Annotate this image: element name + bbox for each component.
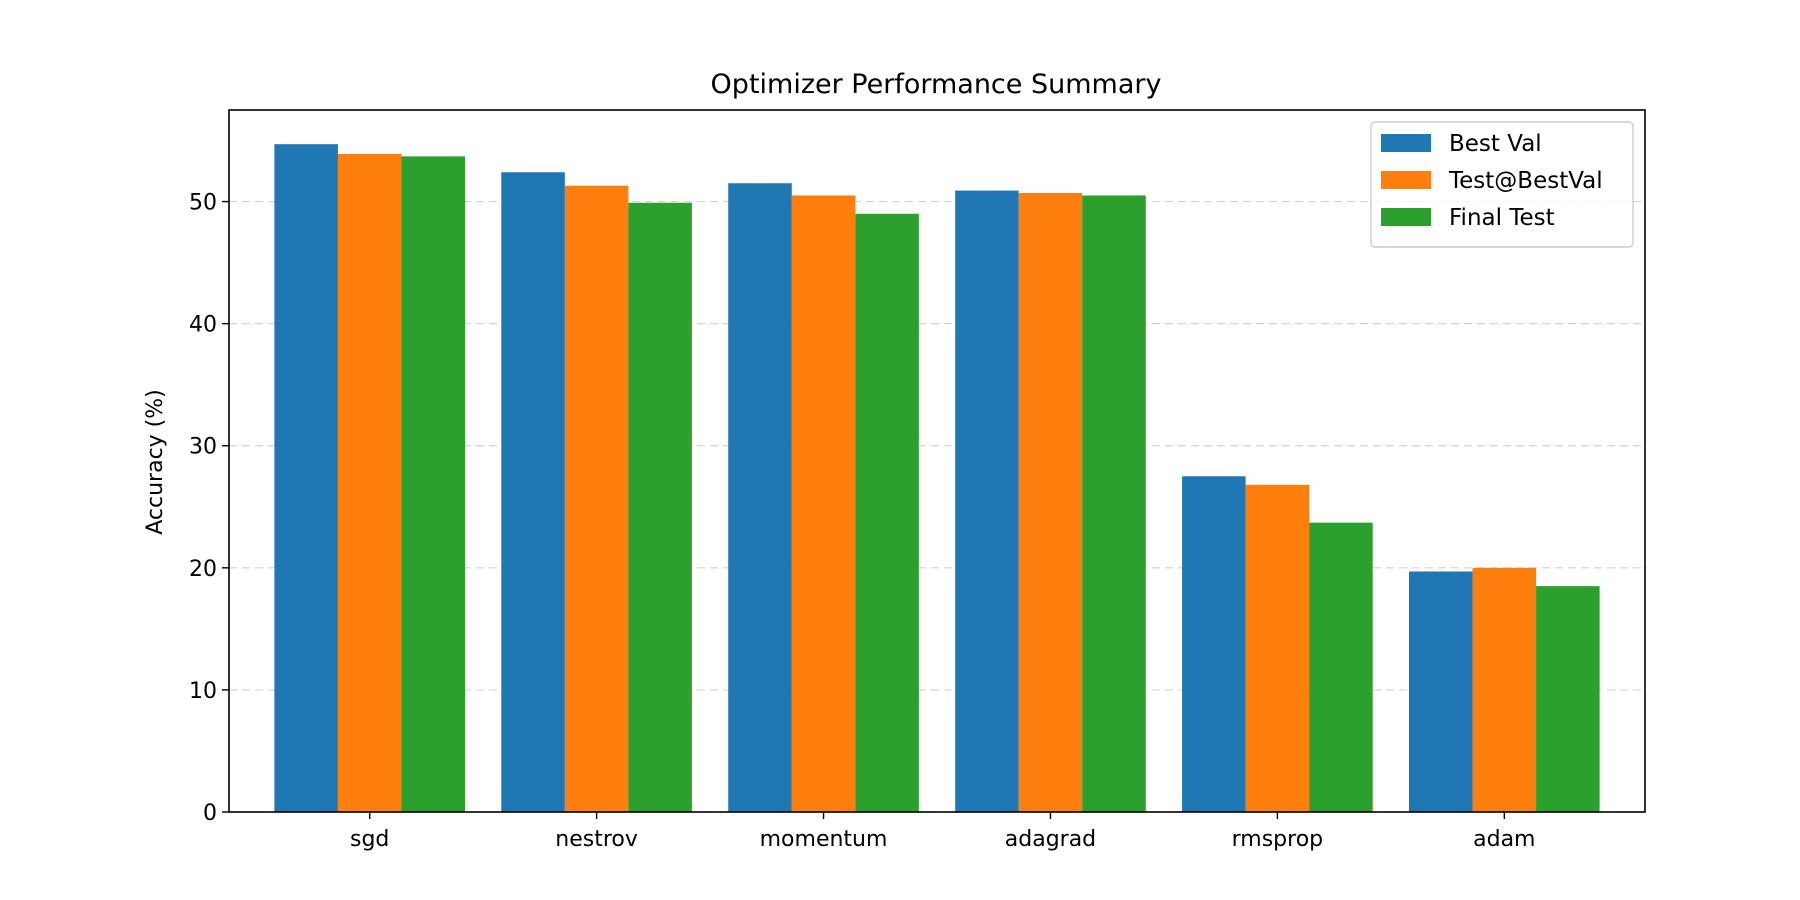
bar-momentum-final-test[interactable] — [855, 213, 919, 812]
bar-adagrad-final-test[interactable] — [1082, 195, 1146, 812]
chart-title: Optimizer Performance Summary — [711, 69, 1162, 100]
legend-box — [1370, 121, 1634, 248]
x-tick-label-rmsprop: rmsprop — [1232, 827, 1324, 852]
x-tick-label-momentum: momentum — [760, 827, 888, 852]
y-axis-label: Accuracy (%) — [143, 389, 168, 535]
x-tick-label-adam: adam — [1473, 827, 1535, 852]
bar-adam-final-test[interactable] — [1536, 586, 1600, 812]
bar-adagrad-test-bestval[interactable] — [1018, 193, 1083, 812]
plot-frame — [228, 109, 1646, 813]
legend-label-test-bestval: Test@BestVal — [1448, 168, 1603, 194]
bar-adagrad-best-val[interactable] — [955, 190, 1019, 812]
bar-adam-test-bestval[interactable] — [1472, 567, 1537, 812]
y-tick-label-20: 20 — [189, 557, 217, 582]
y-tick-label-10: 10 — [189, 679, 217, 704]
bar-nestrov-final-test[interactable] — [628, 202, 692, 813]
bar-sgd-final-test[interactable] — [401, 156, 465, 812]
legend: Best Val Test@BestVal Final Test — [1370, 121, 1634, 248]
bar-momentum-best-val[interactable] — [728, 183, 792, 812]
x-tick-label-sgd: sgd — [350, 827, 389, 852]
y-tick-label-50: 50 — [189, 191, 217, 216]
bar-nestrov-test-bestval[interactable] — [564, 185, 629, 812]
bar-nestrov-best-val[interactable] — [501, 172, 565, 812]
legend-label-final-test: Final Test — [1449, 205, 1555, 231]
legend-label-best-val: Best Val — [1449, 131, 1542, 157]
bar-sgd-best-val[interactable] — [274, 144, 338, 813]
y-tick-label-0: 0 — [203, 801, 217, 826]
bar-rmsprop-test-bestval[interactable] — [1245, 484, 1310, 812]
legend-swatch-final-test — [1381, 208, 1431, 226]
bar-adam-best-val[interactable] — [1409, 571, 1473, 812]
y-tick-label-40: 40 — [189, 313, 217, 338]
x-tick-label-nestrov: nestrov — [555, 827, 638, 852]
plot-area: 0 10 20 30 40 50 sgd nestrov momentum adagrad rmsp… — [189, 109, 1646, 852]
y-tick-label-30: 30 — [189, 435, 217, 460]
legend-swatch-best-val — [1381, 134, 1431, 152]
bar-momentum-test-bestval[interactable] — [791, 195, 856, 812]
bar-sgd-test-bestval[interactable] — [337, 153, 402, 813]
bar-rmsprop-final-test[interactable] — [1309, 522, 1373, 812]
legend-swatch-test-bestval — [1381, 171, 1431, 189]
bar-rmsprop-best-val[interactable] — [1182, 476, 1246, 812]
x-tick-label-adagrad: adagrad — [1005, 827, 1096, 852]
